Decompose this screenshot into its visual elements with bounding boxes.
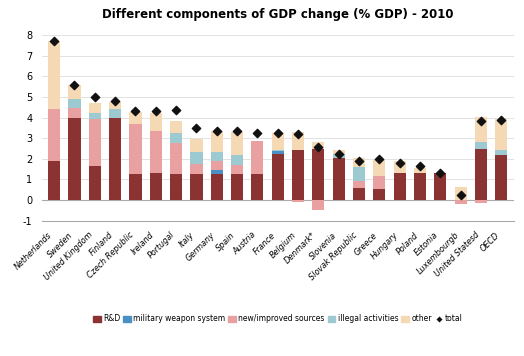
Bar xyxy=(394,173,406,200)
Bar xyxy=(271,133,284,150)
Bar xyxy=(190,139,202,152)
Bar xyxy=(333,158,345,200)
Bar xyxy=(495,150,507,155)
total xyxy=(456,192,465,198)
Bar xyxy=(170,121,182,132)
total xyxy=(274,130,282,136)
Bar xyxy=(129,124,141,174)
Bar xyxy=(434,173,446,200)
Bar xyxy=(170,174,182,200)
total xyxy=(497,117,506,122)
Bar xyxy=(48,41,60,109)
Bar xyxy=(333,154,345,158)
Bar xyxy=(292,150,304,200)
Bar xyxy=(353,188,365,200)
Bar xyxy=(190,174,202,200)
Bar xyxy=(231,174,243,200)
total xyxy=(314,144,323,150)
Bar xyxy=(353,167,365,180)
total xyxy=(375,156,384,162)
Bar xyxy=(231,155,243,165)
Bar xyxy=(312,142,324,148)
Bar xyxy=(68,85,81,99)
Bar xyxy=(475,148,487,200)
Bar xyxy=(89,119,101,166)
Bar xyxy=(292,200,304,202)
Bar xyxy=(89,112,101,119)
Bar xyxy=(211,161,223,170)
total xyxy=(355,158,363,164)
total xyxy=(253,130,261,136)
Bar xyxy=(252,141,264,174)
Bar xyxy=(190,152,202,164)
Bar xyxy=(292,132,304,150)
Bar xyxy=(231,132,243,155)
Bar xyxy=(353,180,365,188)
Bar xyxy=(48,161,60,200)
Bar xyxy=(109,109,121,118)
total xyxy=(151,109,160,114)
Bar xyxy=(271,150,284,151)
total xyxy=(91,94,99,100)
Bar xyxy=(109,102,121,109)
Title: Different components of GDP change (% GDP) - 2010: Different components of GDP change (% GD… xyxy=(102,8,453,21)
Bar xyxy=(89,166,101,200)
Bar xyxy=(495,155,507,200)
Bar xyxy=(495,119,507,150)
Bar xyxy=(353,158,365,167)
Bar xyxy=(475,142,487,148)
Bar xyxy=(271,151,284,154)
Bar xyxy=(475,200,487,203)
Bar xyxy=(89,103,101,112)
total xyxy=(436,171,444,176)
total xyxy=(111,98,119,104)
Bar xyxy=(312,200,324,210)
Bar xyxy=(373,177,386,189)
Bar xyxy=(68,118,81,200)
Bar xyxy=(373,189,386,200)
Bar xyxy=(129,174,141,200)
Bar xyxy=(333,150,345,154)
Bar xyxy=(414,173,426,200)
total xyxy=(294,131,302,137)
Bar xyxy=(68,99,81,108)
Bar xyxy=(211,174,223,200)
Bar xyxy=(129,112,141,124)
total xyxy=(213,128,221,134)
Bar xyxy=(109,118,121,200)
Bar xyxy=(394,161,406,173)
Bar xyxy=(211,152,223,161)
Bar xyxy=(271,154,284,200)
Bar xyxy=(454,200,467,204)
Bar xyxy=(150,112,162,131)
Bar xyxy=(211,170,223,174)
total xyxy=(50,38,58,44)
total xyxy=(192,125,201,131)
Bar xyxy=(48,109,60,161)
Bar xyxy=(231,165,243,174)
Bar xyxy=(68,108,81,118)
Bar xyxy=(211,131,223,152)
total xyxy=(70,82,79,88)
Bar xyxy=(252,174,264,200)
Bar xyxy=(312,148,324,200)
Bar xyxy=(150,131,162,173)
total xyxy=(416,163,424,169)
Bar xyxy=(170,132,182,143)
Bar xyxy=(150,173,162,200)
total xyxy=(172,108,180,113)
Bar xyxy=(454,187,467,200)
Bar xyxy=(373,159,386,177)
Bar xyxy=(475,117,487,142)
Bar xyxy=(190,164,202,174)
total xyxy=(334,151,343,157)
total xyxy=(233,128,241,134)
Bar xyxy=(170,143,182,174)
Legend: R&D, military weapon system, new/improved sources, illegal activities, other, to: R&D, military weapon system, new/improve… xyxy=(90,312,466,326)
Bar xyxy=(414,168,426,173)
total xyxy=(477,118,485,124)
total xyxy=(131,109,139,114)
total xyxy=(396,160,404,166)
